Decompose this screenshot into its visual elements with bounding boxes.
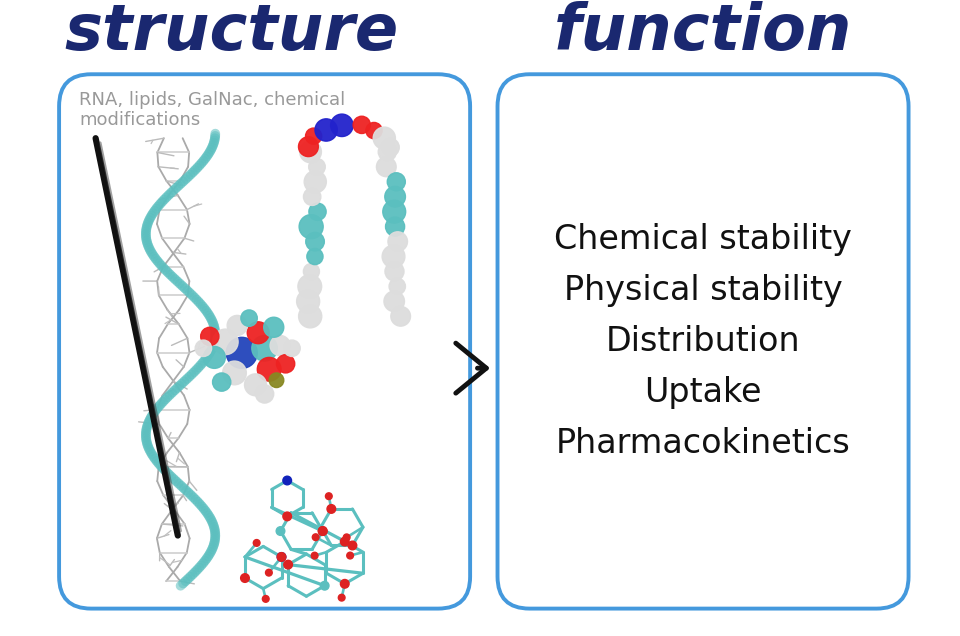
Circle shape: [319, 527, 327, 536]
Circle shape: [388, 232, 407, 251]
Circle shape: [201, 328, 219, 345]
Circle shape: [227, 337, 257, 368]
Circle shape: [241, 310, 257, 326]
Circle shape: [327, 504, 336, 513]
Circle shape: [312, 534, 319, 541]
Circle shape: [303, 188, 321, 205]
Circle shape: [305, 232, 324, 251]
Circle shape: [297, 290, 320, 313]
Circle shape: [303, 263, 320, 279]
Circle shape: [276, 355, 295, 373]
Circle shape: [353, 116, 371, 134]
Circle shape: [305, 128, 322, 144]
Circle shape: [212, 373, 230, 391]
Circle shape: [319, 527, 327, 536]
Circle shape: [311, 552, 318, 559]
Circle shape: [223, 361, 247, 385]
Text: Distribution: Distribution: [606, 325, 801, 358]
Circle shape: [341, 579, 349, 588]
Circle shape: [195, 340, 211, 357]
Circle shape: [381, 139, 399, 156]
Circle shape: [270, 335, 290, 356]
Circle shape: [389, 278, 405, 294]
Circle shape: [283, 476, 292, 485]
Circle shape: [385, 262, 404, 281]
Circle shape: [341, 537, 349, 546]
Circle shape: [348, 541, 357, 550]
Circle shape: [347, 552, 353, 559]
Circle shape: [241, 574, 250, 583]
Circle shape: [283, 512, 292, 521]
Circle shape: [276, 527, 285, 536]
Circle shape: [269, 373, 284, 387]
Circle shape: [248, 322, 269, 343]
Circle shape: [382, 245, 405, 268]
Circle shape: [386, 217, 404, 236]
Circle shape: [300, 141, 322, 163]
Circle shape: [315, 119, 337, 141]
Text: function: function: [554, 1, 852, 64]
Circle shape: [378, 143, 396, 161]
Text: structure: structure: [64, 1, 398, 64]
Circle shape: [304, 170, 326, 193]
Circle shape: [309, 203, 326, 220]
Circle shape: [384, 291, 404, 312]
Circle shape: [245, 374, 267, 396]
Circle shape: [299, 305, 322, 328]
Circle shape: [300, 214, 324, 238]
Circle shape: [257, 357, 281, 381]
Circle shape: [376, 157, 396, 177]
Circle shape: [228, 315, 248, 335]
Text: Chemical stability: Chemical stability: [554, 223, 852, 256]
Circle shape: [277, 553, 286, 561]
Circle shape: [387, 173, 405, 191]
Circle shape: [264, 317, 284, 337]
Circle shape: [307, 249, 324, 265]
Text: Pharmacokinetics: Pharmacokinetics: [556, 427, 851, 460]
Text: Physical stability: Physical stability: [564, 273, 843, 307]
Circle shape: [284, 560, 293, 569]
Circle shape: [284, 340, 300, 357]
Circle shape: [330, 114, 353, 137]
Circle shape: [321, 581, 329, 590]
Text: Uptake: Uptake: [644, 376, 762, 409]
Circle shape: [383, 200, 406, 223]
FancyBboxPatch shape: [60, 74, 470, 609]
Circle shape: [344, 534, 350, 541]
Circle shape: [366, 123, 382, 139]
Text: RNA, lipids, GalNac, chemical
modifications: RNA, lipids, GalNac, chemical modificati…: [79, 91, 346, 130]
FancyBboxPatch shape: [497, 74, 908, 609]
Circle shape: [252, 335, 277, 361]
Circle shape: [298, 275, 322, 298]
Circle shape: [338, 594, 345, 601]
Circle shape: [262, 595, 269, 602]
Circle shape: [373, 127, 396, 149]
FancyArrowPatch shape: [456, 343, 487, 393]
Circle shape: [266, 569, 273, 576]
Circle shape: [255, 385, 274, 403]
Circle shape: [253, 539, 260, 546]
Circle shape: [299, 137, 319, 156]
Circle shape: [309, 158, 325, 175]
Circle shape: [277, 553, 286, 561]
Circle shape: [325, 493, 332, 499]
Circle shape: [385, 186, 405, 207]
Circle shape: [212, 329, 238, 355]
Circle shape: [204, 347, 226, 368]
Circle shape: [391, 307, 411, 326]
